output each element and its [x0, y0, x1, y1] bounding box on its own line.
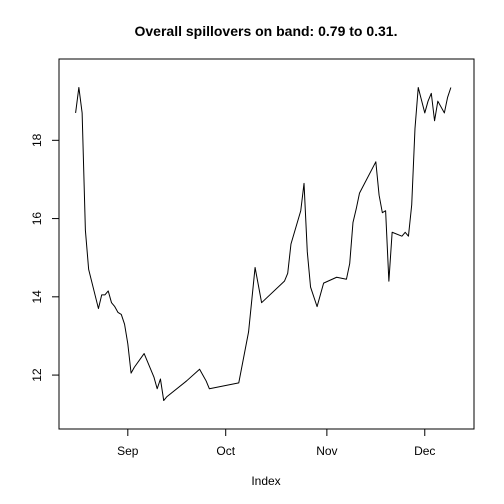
chart-title: Overall spillovers on band: 0.79 to 0.31…: [135, 23, 398, 39]
y-axis: 12 14 16 18: [30, 133, 60, 382]
x-tick-label: Nov: [316, 444, 337, 458]
y-tick-label: 14: [30, 290, 44, 304]
x-tick-label: Oct: [216, 444, 235, 458]
x-axis: Sep Oct Nov Dec: [117, 428, 435, 458]
series-line: [75, 86, 452, 402]
x-tick-label: Sep: [117, 444, 139, 458]
y-tick-label: 12: [30, 368, 44, 382]
y-tick-label: 16: [30, 212, 44, 226]
series-layer: [75, 86, 452, 402]
y-tick-label: 18: [30, 133, 44, 147]
x-tick-label: Dec: [414, 444, 435, 458]
x-axis-label: Index: [251, 474, 280, 488]
